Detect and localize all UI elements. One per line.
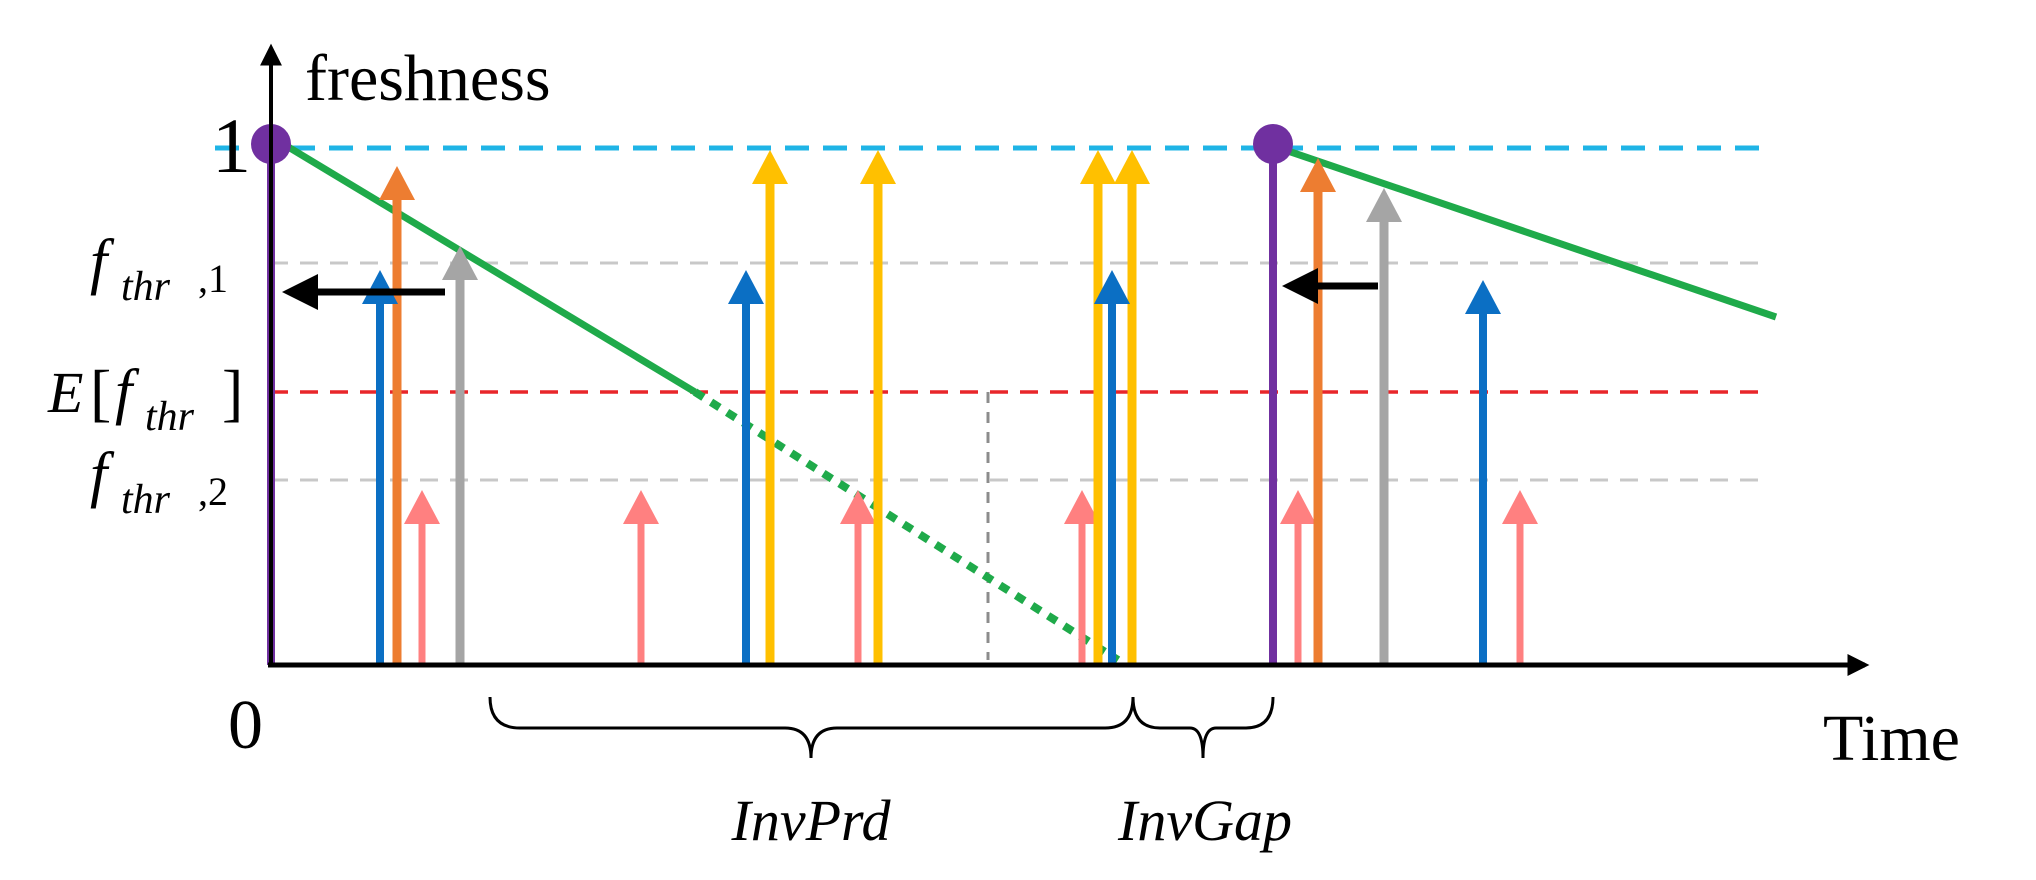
blue-event-arrow — [728, 270, 764, 665]
svg-text:E: E — [47, 360, 83, 425]
f-thr-1-label: f thr ,1 — [90, 228, 228, 310]
inv-prd-label: InvPrd — [731, 788, 892, 853]
shift-arrow-1 — [282, 274, 445, 310]
pink-event-arrow — [1280, 490, 1316, 665]
freshness-decay-dotted — [692, 388, 1121, 664]
y-axis-label: freshness — [305, 42, 551, 115]
expected-f-thr-label: E [ f thr ] — [47, 357, 243, 440]
pink-event-arrow — [1064, 490, 1100, 665]
svg-text:thr: thr — [121, 264, 171, 310]
freshness-decay-line-1 — [278, 139, 697, 395]
yellow-event-arrow — [1080, 150, 1116, 665]
blue-event-arrow — [1465, 280, 1501, 665]
svg-text:f: f — [90, 441, 115, 509]
svg-text:thr: thr — [145, 394, 195, 440]
inv-prd-brace — [488, 696, 1135, 759]
reset-point-2 — [1253, 124, 1293, 164]
pink-event-arrow — [623, 490, 659, 665]
yellow-event-arrow — [752, 150, 788, 665]
yellow-event-arrow — [860, 150, 896, 665]
svg-text:,1: ,1 — [198, 256, 228, 301]
y-one-label: 1 — [212, 102, 251, 189]
orange-event-arrow — [379, 166, 415, 665]
freshness-decay-line-2 — [1283, 146, 1778, 321]
orange-event-arrow — [1300, 158, 1336, 665]
blue-event-arrow — [1094, 270, 1130, 665]
svg-text:,2: ,2 — [198, 469, 228, 514]
svg-text:thr: thr — [121, 477, 171, 523]
gray-event-arrow — [442, 246, 478, 665]
gray-event-arrow — [1366, 188, 1402, 665]
pink-event-arrow — [1502, 490, 1538, 665]
svg-text:[: [ — [90, 357, 111, 428]
inv-gap-brace — [1131, 696, 1275, 759]
svg-text:]: ] — [222, 357, 243, 428]
pink-event-arrow — [840, 490, 876, 665]
f-thr-2-label: f thr ,2 — [90, 441, 228, 523]
shift-arrow-2 — [1282, 268, 1378, 304]
origin-label: 0 — [228, 687, 263, 764]
svg-text:f: f — [90, 228, 115, 296]
inv-gap-label: InvGap — [1117, 788, 1292, 853]
x-axis-label: Time — [1823, 702, 1960, 775]
pink-event-arrow — [404, 490, 440, 665]
yellow-event-arrow — [1114, 150, 1150, 665]
event-arrows — [362, 150, 1538, 665]
svg-text:f: f — [115, 358, 140, 426]
